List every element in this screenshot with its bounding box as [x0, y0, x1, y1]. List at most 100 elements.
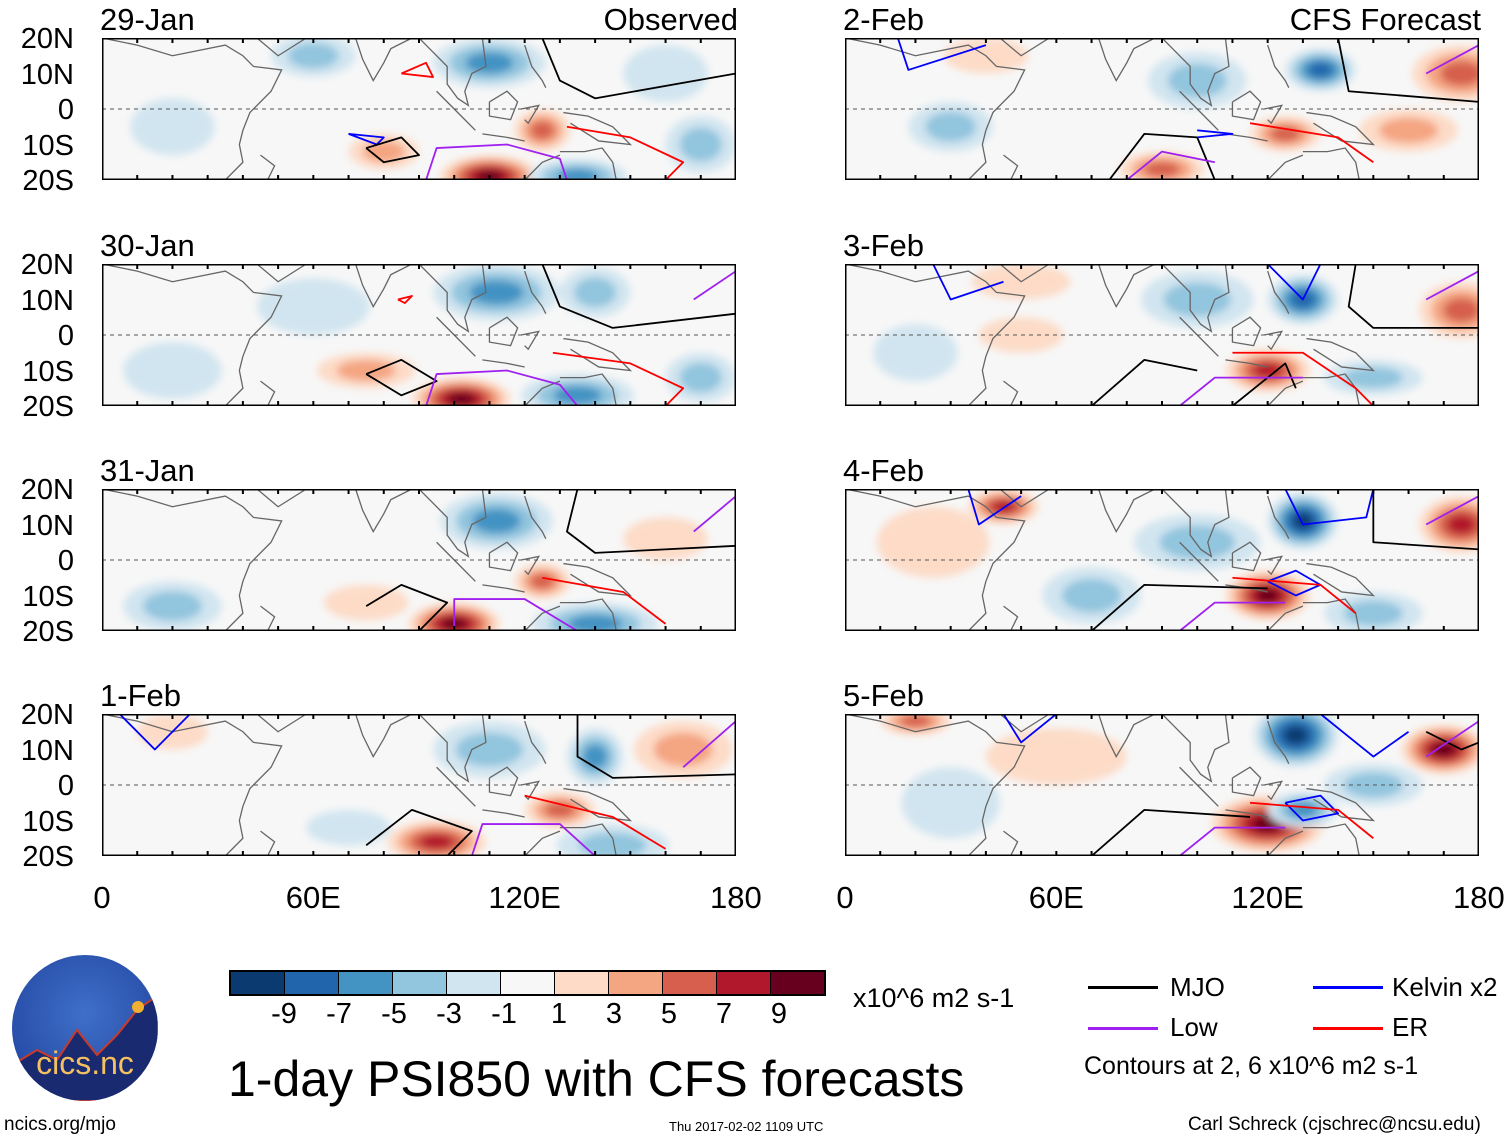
coastline — [524, 830, 561, 856]
panel-date: 4-Feb — [843, 453, 924, 488]
anomaly-contour-fill — [306, 809, 391, 846]
anomaly-contour-fill — [1143, 161, 1181, 177]
coastline — [524, 605, 561, 631]
anomaly-contour-fill — [679, 127, 722, 162]
coastline — [845, 264, 1026, 406]
coastline — [334, 714, 413, 758]
lat-label: 20S — [22, 841, 74, 873]
coastline — [260, 605, 276, 631]
blue-wave-contour — [896, 38, 987, 71]
purple-wave-contour — [693, 270, 736, 301]
anomaly-contour-fill — [1163, 282, 1232, 317]
colorbar-swatch — [663, 972, 717, 994]
black-wave-contour — [1090, 583, 1268, 631]
purple-wave-contour — [1126, 150, 1216, 180]
coastline — [260, 380, 276, 406]
lat-label: 10S — [22, 805, 74, 838]
site-link[interactable]: ncics.org/mjo — [4, 1114, 116, 1135]
anomaly-contour-fill — [447, 393, 475, 405]
purple-wave-contour — [453, 598, 578, 631]
coastline — [1231, 316, 1262, 347]
coastline — [845, 489, 1026, 631]
panel-label: Observed — [603, 2, 738, 37]
coastline — [845, 714, 1026, 856]
lat-label: 10N — [20, 734, 74, 767]
coastline — [999, 38, 1050, 57]
red-wave-contour — [566, 125, 685, 180]
lat-label: 0 — [57, 770, 74, 802]
coastline — [1077, 38, 1156, 82]
coastline — [1264, 780, 1284, 801]
anomaly-contour-fill — [455, 732, 524, 767]
coastline — [418, 489, 487, 558]
anomaly-contour-fill — [472, 508, 521, 534]
coastline — [488, 316, 519, 347]
purple-wave-contour — [682, 720, 736, 768]
logo-text: cics.nc — [36, 1045, 134, 1081]
blue-wave-contour — [932, 264, 1004, 301]
black-wave-contour — [541, 38, 736, 100]
anomaly-contour-fill — [1443, 297, 1479, 323]
lon-label: 60E — [285, 880, 341, 915]
colorbar-swatch — [393, 972, 447, 994]
coastline — [1003, 830, 1019, 856]
legend-label-er: ER — [1392, 1012, 1429, 1042]
coastline — [418, 714, 487, 783]
colorbar-label: -3 — [436, 998, 462, 1030]
colorbar-swatch — [771, 972, 824, 994]
panel-date: 3-Feb — [843, 228, 924, 263]
colorbar-swatch — [285, 972, 339, 994]
coastline — [1077, 264, 1156, 308]
anomaly-contour-fill — [623, 517, 708, 560]
colorbar-swatch — [501, 972, 555, 994]
map-panel — [845, 264, 1479, 406]
red-wave-contour — [401, 61, 434, 78]
purple-wave-contour — [1179, 601, 1286, 631]
map-panel — [102, 38, 736, 180]
coastline — [1161, 38, 1230, 107]
black-wave-contour — [576, 714, 736, 779]
coastline — [559, 373, 617, 406]
black-wave-contour — [1337, 38, 1479, 103]
lon-label: 120E — [488, 880, 561, 915]
anomaly-contour-fill — [1440, 61, 1479, 86]
lon-label: 180 — [710, 880, 762, 915]
coastline — [1267, 720, 1290, 764]
author-credit: Carl Schreck (cjschrec@ncsu.edu) — [1188, 1114, 1481, 1135]
anomaly-contour-fill — [1343, 600, 1403, 627]
colorbar-swatch — [555, 972, 609, 994]
map-panel — [845, 714, 1479, 856]
anomaly-contour-fill — [578, 832, 647, 856]
anomaly-contour-fill — [1378, 117, 1439, 144]
lat-label: 20N — [20, 474, 74, 506]
anomaly-contour-fill — [1061, 578, 1122, 613]
coastline — [524, 720, 547, 764]
coastline — [102, 38, 283, 180]
black-wave-contour — [1231, 362, 1297, 406]
coastline — [488, 766, 519, 797]
coastline — [845, 38, 1026, 180]
anomaly-contour-fill — [876, 506, 990, 578]
coastline — [1267, 830, 1304, 856]
lat-label: 10N — [20, 509, 74, 542]
blue-wave-contour — [1284, 489, 1375, 526]
colorbar-swatch — [339, 972, 393, 994]
lat-label: 10N — [20, 284, 74, 317]
anomaly-contour-fill — [465, 52, 514, 74]
coastline — [482, 809, 525, 818]
black-wave-contour — [1372, 489, 1479, 551]
red-wave-contour — [1232, 576, 1357, 614]
panel-date: 30-Jan — [100, 228, 195, 263]
coastline — [559, 598, 617, 631]
black-wave-contour — [566, 489, 736, 554]
figure-title: 1-day PSI850 with CFS forecasts — [228, 1051, 965, 1107]
coastline — [418, 38, 487, 107]
colorbar-swatch — [609, 972, 663, 994]
anomaly-contour-fill — [1256, 588, 1280, 603]
coastline — [418, 264, 487, 333]
red-wave-contour — [1249, 801, 1374, 839]
purple-wave-contour — [693, 495, 736, 533]
coastline — [1003, 154, 1019, 180]
coastline — [521, 780, 541, 801]
anomaly-contour-fill — [256, 278, 370, 335]
